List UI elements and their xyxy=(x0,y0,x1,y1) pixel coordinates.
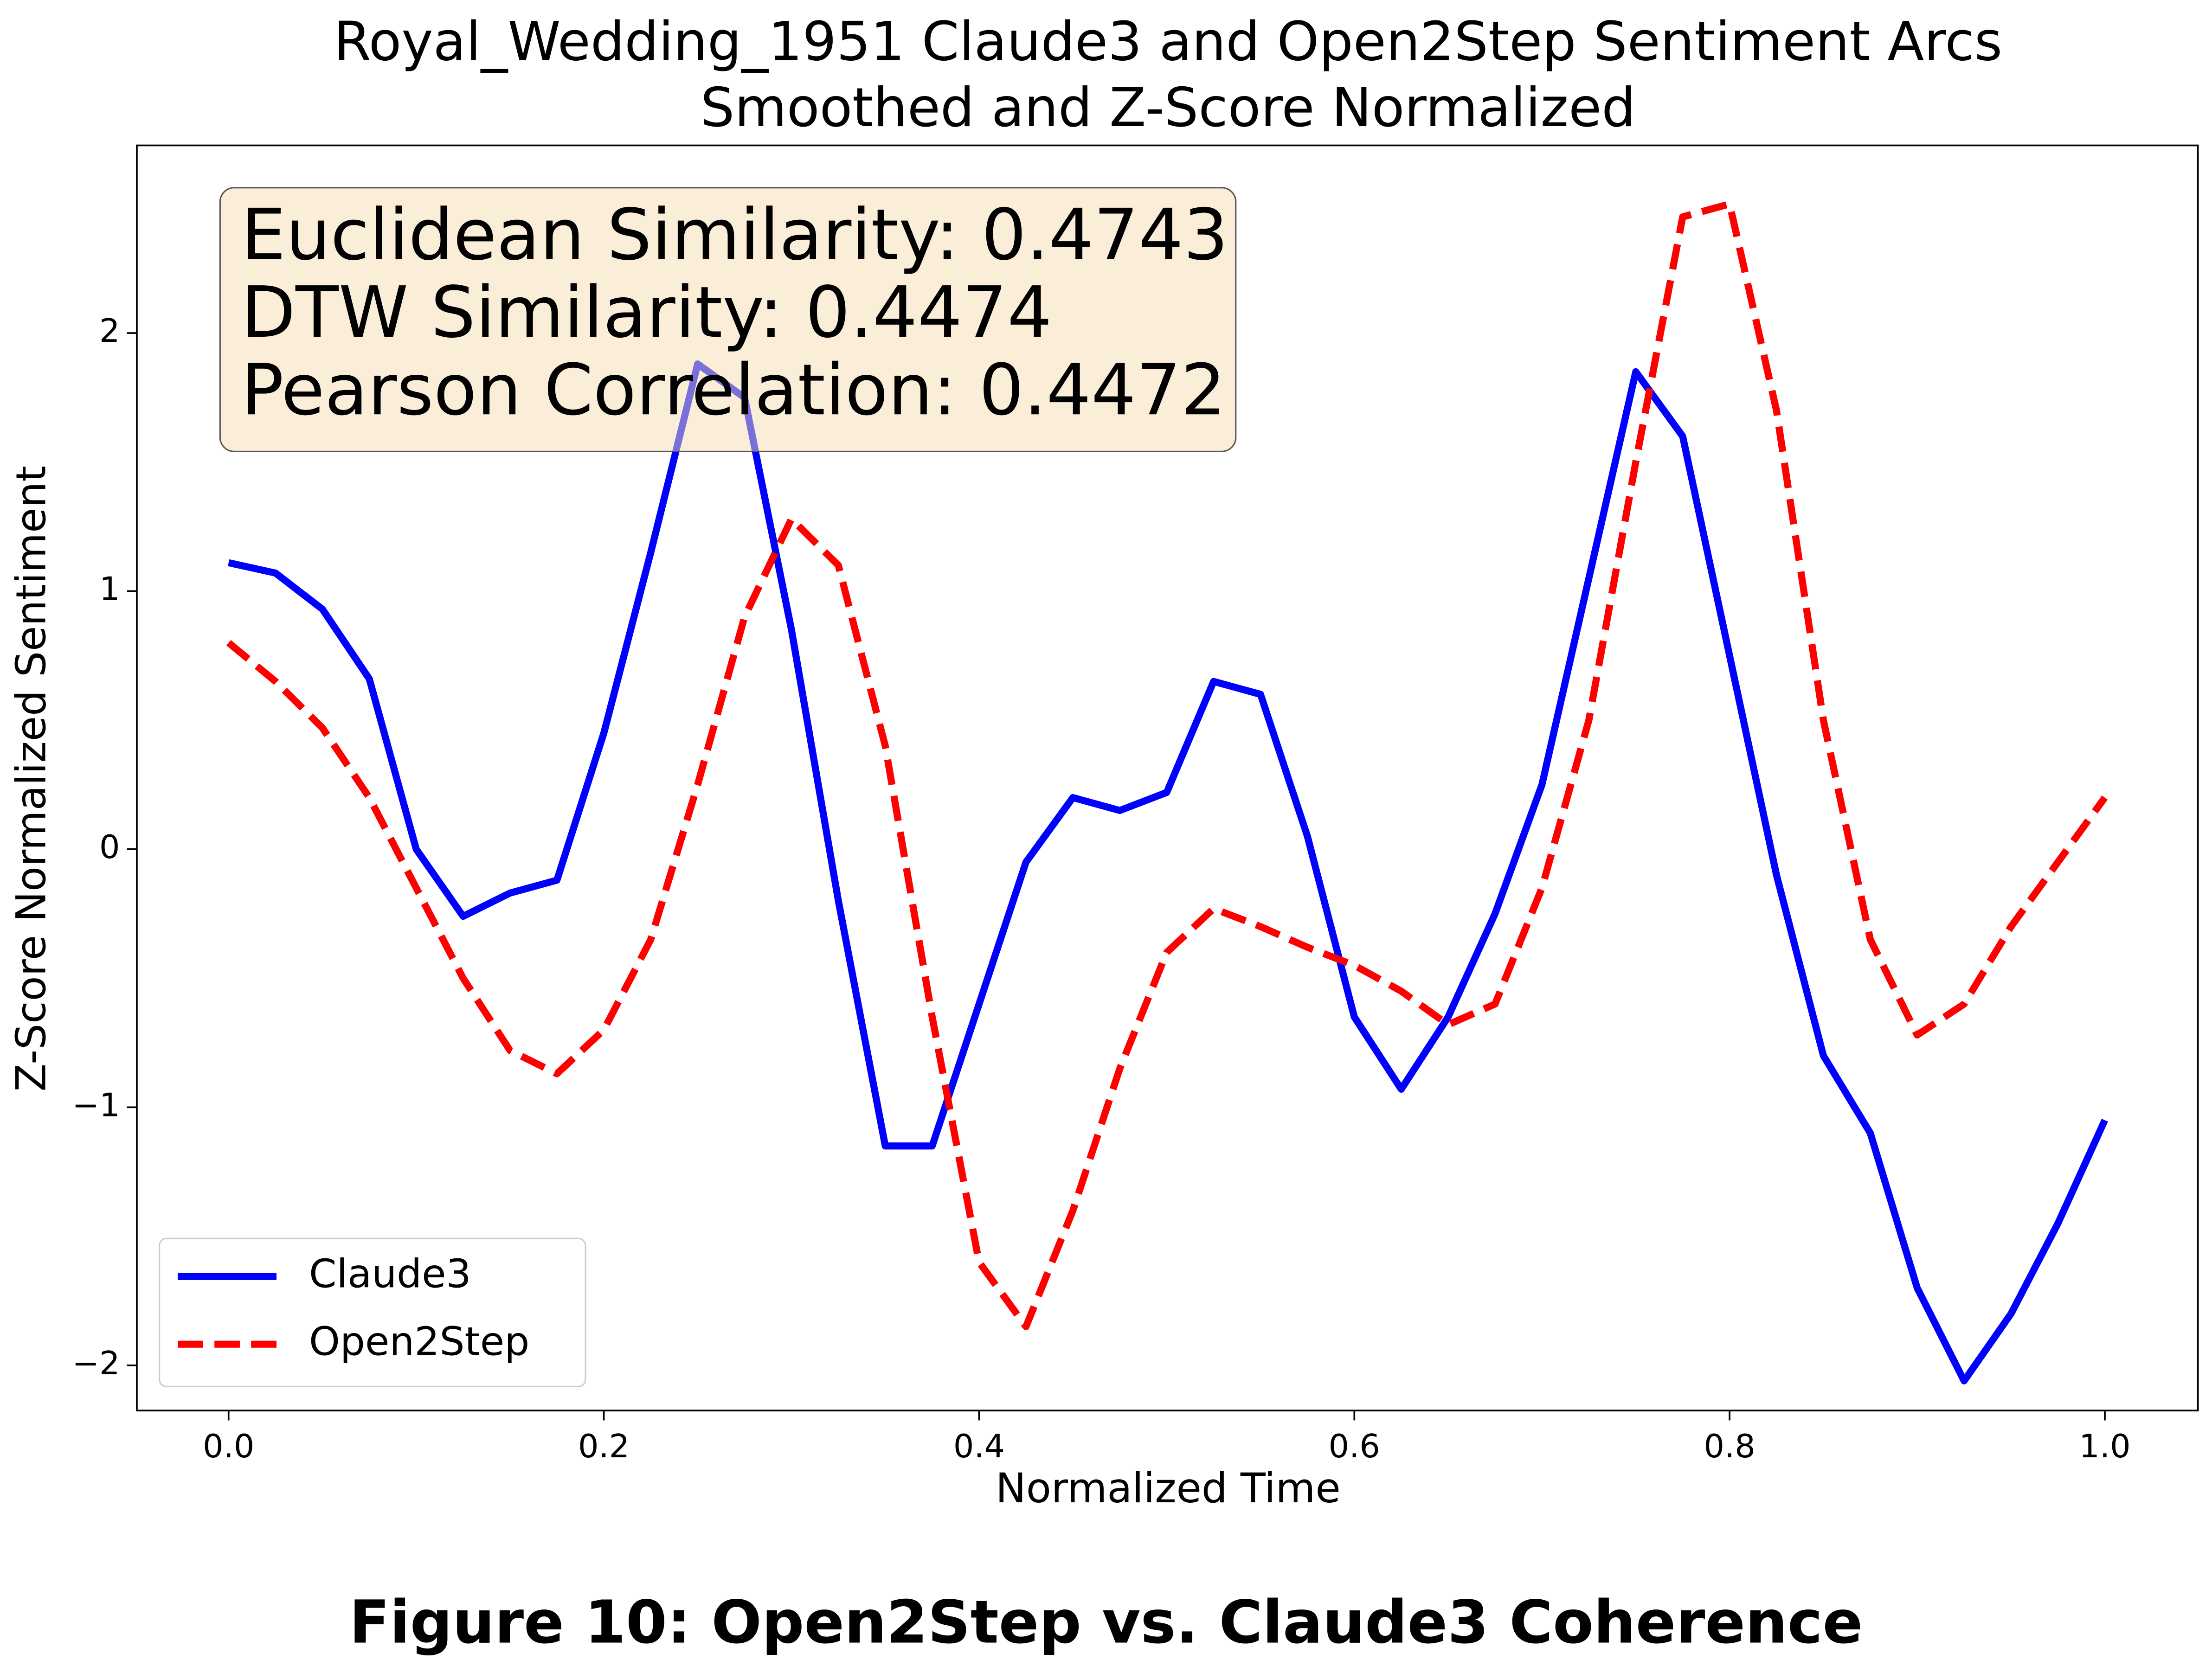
y-axis-label: Z-Score Normalized Sentiment xyxy=(7,466,55,1091)
y-tick-label: −2 xyxy=(72,1345,120,1382)
x-tick-label: 0.8 xyxy=(1704,1428,1755,1465)
chart-title: Royal_Wedding_1951 Claude3 and Open2Step… xyxy=(334,11,2002,73)
y-tick-label: 0 xyxy=(99,828,120,866)
series-line xyxy=(228,360,2108,1385)
y-tick-label: 1 xyxy=(99,570,120,608)
x-tick-label: 0.6 xyxy=(1329,1428,1380,1465)
x-tick-label: 0.4 xyxy=(953,1428,1005,1465)
legend-label: Open2Step xyxy=(309,1319,529,1365)
y-tick-label: −1 xyxy=(72,1086,120,1124)
annotation-text: Pearson Correlation: 0.4472 xyxy=(241,349,1226,431)
annotation-text: DTW Similarity: 0.4474 xyxy=(241,271,1052,353)
x-tick-label: 0.0 xyxy=(203,1428,254,1465)
x-tick-label: 0.2 xyxy=(578,1428,630,1465)
annotation-box xyxy=(219,187,1237,452)
annotation-text: Euclidean Similarity: 0.4743 xyxy=(241,194,1228,276)
series-line xyxy=(226,200,2108,1330)
legend-label: Claude3 xyxy=(309,1251,471,1297)
y-tick-label: 2 xyxy=(99,312,120,350)
x-tick-label: 1.0 xyxy=(2079,1428,2130,1465)
plot-frame xyxy=(136,144,2199,1411)
figure-caption: Figure 10: Open2Step vs. Claude3 Coheren… xyxy=(349,1588,1863,1657)
chart-subtitle: Smoothed and Z-Score Normalized xyxy=(701,77,1636,139)
x-axis-label: Normalized Time xyxy=(996,1464,1341,1512)
